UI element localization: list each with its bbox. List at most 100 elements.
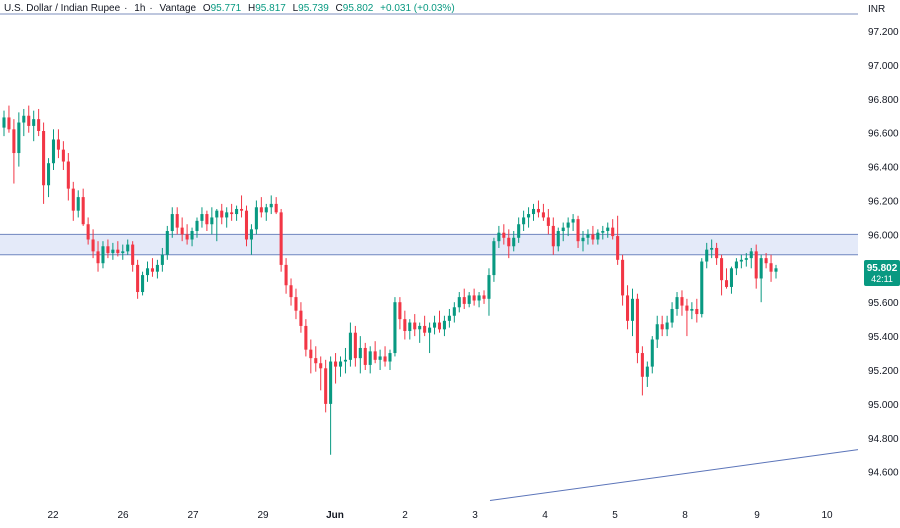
candle <box>442 315 446 337</box>
candle <box>437 310 442 333</box>
candle <box>61 141 65 170</box>
candle-body <box>319 363 323 369</box>
candle-body <box>42 131 46 186</box>
candle-body <box>111 249 115 254</box>
candle <box>269 195 273 215</box>
candle <box>141 271 145 296</box>
candle <box>175 207 179 235</box>
candle-body <box>240 208 244 211</box>
candle-body <box>175 214 179 228</box>
candle <box>606 222 610 238</box>
candle-body <box>170 214 174 232</box>
time-tick-label: 10 <box>821 510 833 521</box>
candle <box>230 203 234 221</box>
candle-body <box>86 224 90 240</box>
candle-body <box>611 227 615 237</box>
candle-body <box>764 258 768 264</box>
interval-label[interactable]: 1h <box>134 3 146 14</box>
candle <box>106 239 110 259</box>
candle-body <box>56 139 60 150</box>
candle-body <box>210 217 214 225</box>
candle <box>497 225 501 248</box>
candle-body <box>512 237 516 247</box>
candle-body <box>655 324 659 340</box>
candle <box>66 153 70 201</box>
candle-body <box>720 258 724 281</box>
candle-body <box>690 308 694 311</box>
candle-body <box>160 254 164 265</box>
candle <box>522 210 526 232</box>
time-tick-label: 22 <box>47 510 59 521</box>
candle <box>388 349 392 370</box>
candle <box>210 207 214 235</box>
candle-body <box>685 305 689 311</box>
candle-body <box>329 361 333 404</box>
candle <box>650 336 654 374</box>
candle-body <box>7 117 11 130</box>
candle <box>393 297 397 357</box>
high-label: H <box>248 3 256 14</box>
candle <box>398 297 402 330</box>
candle <box>220 203 224 225</box>
candle-body <box>358 347 362 359</box>
candle <box>685 298 689 337</box>
candle-body <box>527 214 531 218</box>
candle <box>531 203 536 221</box>
time-tick-label: 27 <box>187 510 199 521</box>
candle-body <box>457 297 461 308</box>
candle-body <box>507 237 511 247</box>
candle-body <box>225 212 229 218</box>
price-tick-label: 96.000 <box>868 230 899 241</box>
candle-body <box>353 332 357 359</box>
candle <box>630 288 635 337</box>
symbol-name[interactable]: U.S. Dollar / Indian Rupee <box>4 3 121 14</box>
high-value: 95.817 <box>255 3 286 14</box>
candle <box>645 361 649 387</box>
price-tick-label: 96.600 <box>868 129 899 140</box>
drawing-lines <box>0 13 859 502</box>
candle <box>314 346 318 372</box>
candle <box>502 224 506 245</box>
candle-body <box>626 295 630 321</box>
candle-body <box>363 347 367 365</box>
candle <box>759 254 763 303</box>
candle-body <box>556 231 560 247</box>
candle <box>635 293 639 364</box>
candle-body <box>12 129 16 154</box>
candle-body <box>126 244 130 252</box>
candle-body <box>17 122 21 154</box>
candle <box>561 222 565 242</box>
candle <box>655 315 659 348</box>
candle-body <box>531 208 536 215</box>
candle <box>121 244 125 260</box>
candle <box>264 203 268 221</box>
candle <box>309 339 313 374</box>
candle <box>338 356 343 377</box>
candle <box>12 119 16 184</box>
price-tick-label: 94.600 <box>868 468 899 479</box>
open-label: O <box>202 3 211 14</box>
candle-body <box>37 119 41 132</box>
candle-body <box>289 285 293 298</box>
candle-body <box>121 251 125 254</box>
candle-body <box>517 224 521 238</box>
candle <box>17 112 21 167</box>
candle <box>76 190 80 218</box>
candle-body <box>739 259 743 262</box>
candle <box>319 356 323 391</box>
price-axis[interactable]: INR 97.200 97.000 96.800 96.600 96.400 96.200 9… <box>868 4 899 479</box>
candle-body <box>51 139 56 164</box>
time-axis[interactable]: 22 26 27 29 Jun 2 3 4 5 8 9 10 <box>47 510 833 521</box>
price-tick-label: 96.400 <box>868 163 899 174</box>
candle-body <box>729 268 733 287</box>
candle-body <box>630 298 635 321</box>
candle-body <box>665 322 669 330</box>
candle-body <box>660 324 664 330</box>
change-value: +0.031 (+0.03%) <box>380 3 455 14</box>
candle-body <box>482 295 486 299</box>
candle <box>240 195 244 218</box>
candle <box>195 217 199 238</box>
